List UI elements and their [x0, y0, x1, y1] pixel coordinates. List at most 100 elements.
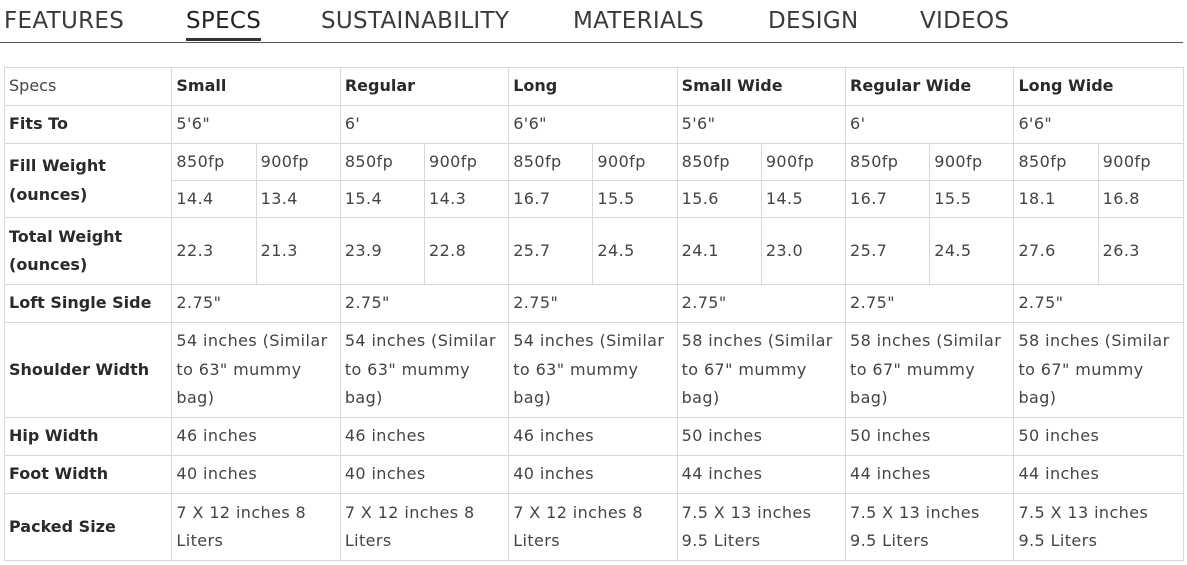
table-row: Total Weight (ounces) 22.3 21.3 23.9 22.8 25.…	[3, 217, 1185, 285]
table-cell: 7.5 X 13 inches 9.5 Liters	[676, 493, 847, 561]
table-cell: 2.75"	[508, 284, 678, 323]
fill-power-label: 900fp	[929, 143, 1015, 181]
tab-sustainability[interactable]: SUSTAINABILITY	[321, 8, 510, 34]
table-row: Fits To 5'6" 6' 6'6" 5'6" 6' 6'6"	[3, 105, 1184, 144]
table-cell: 16.8	[1097, 180, 1185, 218]
table-cell: 58 inches (Similar to 67" mummy bag)	[845, 322, 1015, 418]
table-cell: 24.5	[592, 217, 678, 285]
table-cell: 16.7	[845, 180, 931, 218]
fill-power-label: 900fp	[1097, 143, 1185, 181]
row-label: Fill Weight (ounces)	[3, 143, 173, 218]
tab-videos[interactable]: VIDEOS	[920, 8, 1010, 34]
table-cell: 22.3	[171, 217, 257, 285]
row-label: Shoulder Width	[3, 322, 173, 418]
tab-materials[interactable]: MATERIALS	[573, 8, 704, 34]
fill-power-label: 850fp	[508, 143, 594, 181]
table-cell: 16.7	[508, 180, 594, 218]
table-cell: 15.6	[676, 180, 762, 218]
table-cell: 50 inches	[1013, 417, 1184, 456]
table-cell: 40 inches	[339, 455, 510, 494]
tab-design[interactable]: DESIGN	[768, 8, 859, 34]
table-cell: 23.9	[339, 217, 426, 285]
table-cell: 46 inches	[171, 417, 341, 456]
table-cell: 15.5	[592, 180, 678, 218]
table-cell: 21.3	[255, 217, 341, 285]
table-cell: 50 inches	[676, 417, 847, 456]
header-row: Specs Small Regular Long Small Wide Regular W…	[3, 67, 1184, 106]
table-cell: 14.3	[424, 180, 510, 218]
table-cell: 14.5	[760, 180, 847, 218]
table-cell: 24.5	[929, 217, 1015, 285]
table-cell: 44 inches	[676, 455, 847, 494]
table-cell: 40 inches	[508, 455, 678, 494]
table-cell: 24.1	[676, 217, 762, 285]
table-cell: 22.8	[424, 217, 510, 285]
table-row: Fill Weight (ounces) 850fp 900fp 850fp 900fp…	[3, 143, 1185, 218]
specs-table: Specs Small Regular Long Small Wide Regular W…	[3, 67, 1185, 561]
table-row: 14.4 13.4 15.4 14.3 16.7 15.5 15.6 14.5 16.7 15.5…	[5, 180, 1185, 218]
table-row: Foot Width 40 inches 40 inches 40 inches 44 …	[3, 455, 1184, 494]
table-cell: 7.5 X 13 inches 9.5 Liters	[1013, 493, 1184, 561]
corner-header: Specs	[3, 67, 173, 106]
tab-features[interactable]: FEATURES	[4, 8, 125, 34]
table-cell: 7 X 12 inches 8 Liters	[508, 493, 678, 561]
table-cell: 2.75"	[676, 284, 847, 323]
fill-power-label: 900fp	[592, 143, 678, 181]
table-cell: 2.75"	[1013, 284, 1184, 323]
table-cell: 2.75"	[845, 284, 1015, 323]
table-cell: 50 inches	[845, 417, 1015, 456]
table-cell: 25.7	[845, 217, 931, 285]
table-cell: 23.0	[760, 217, 847, 285]
table-cell: 7 X 12 inches 8 Liters	[171, 493, 341, 561]
tab-bar: FEATURES SPECS SUSTAINABILITY MATERIALS …	[0, 0, 1183, 43]
table-cell: 14.4	[171, 180, 257, 218]
column-header: Regular	[339, 67, 510, 106]
table-cell: 58 inches (Similar to 67" mummy bag)	[1013, 322, 1184, 418]
fill-power-label: 850fp	[1013, 143, 1099, 181]
table-cell: 5'6"	[171, 105, 341, 144]
table-cell: 6'6"	[1013, 105, 1184, 144]
table-cell: 5'6"	[676, 105, 847, 144]
row-label: Total Weight (ounces)	[3, 217, 173, 285]
table-cell: 26.3	[1097, 217, 1185, 285]
table-cell: 58 inches (Similar to 67" mummy bag)	[676, 322, 847, 418]
table-cell: 7.5 X 13 inches 9.5 Liters	[845, 493, 1015, 561]
table-row: Packed Size 7 X 12 inches 8 Liters 7 X 12 …	[3, 493, 1184, 561]
fill-power-label: 900fp	[424, 143, 510, 181]
table-row: Hip Width 46 inches 46 inches 46 inches 50 i…	[3, 417, 1184, 456]
table-row: Loft Single Side 2.75" 2.75" 2.75" 2.75" 2.75…	[3, 284, 1184, 323]
table-cell: 54 inches (Similar to 63" mummy bag)	[171, 322, 341, 418]
table-cell: 6'	[845, 105, 1015, 144]
fill-power-label: 900fp	[760, 143, 847, 181]
column-header: Long	[508, 67, 678, 106]
row-label: Fits To	[3, 105, 173, 144]
table-cell: 6'	[339, 105, 510, 144]
table-cell: 44 inches	[845, 455, 1015, 494]
fill-power-label: 850fp	[676, 143, 762, 181]
table-cell: 25.7	[508, 217, 594, 285]
column-header: Small	[171, 67, 341, 106]
table-cell: 46 inches	[508, 417, 678, 456]
fill-power-label: 850fp	[171, 143, 257, 181]
table-cell: 18.1	[1013, 180, 1099, 218]
tab-specs[interactable]: SPECS	[186, 8, 262, 41]
fill-power-label: 900fp	[255, 143, 341, 181]
row-label: Foot Width	[3, 455, 173, 494]
column-header: Regular Wide	[845, 67, 1015, 106]
table-cell: 15.4	[339, 180, 426, 218]
column-header: Small Wide	[676, 67, 847, 106]
table-cell: 27.6	[1013, 217, 1099, 285]
table-cell: 40 inches	[171, 455, 341, 494]
table-cell: 54 inches (Similar to 63" mummy bag)	[508, 322, 678, 418]
table-cell: 46 inches	[339, 417, 510, 456]
column-header: Long Wide	[1013, 67, 1184, 106]
table-cell: 44 inches	[1013, 455, 1184, 494]
table-cell: 2.75"	[171, 284, 341, 323]
table-cell: 15.5	[929, 180, 1015, 218]
table-row: Shoulder Width 54 inches (Similar to 63" …	[3, 322, 1184, 418]
row-label: Packed Size	[3, 493, 173, 561]
table-cell: 2.75"	[339, 284, 510, 323]
table-cell: 54 inches (Similar to 63" mummy bag)	[339, 322, 510, 418]
fill-power-label: 850fp	[339, 143, 426, 181]
row-label: Hip Width	[3, 417, 173, 456]
